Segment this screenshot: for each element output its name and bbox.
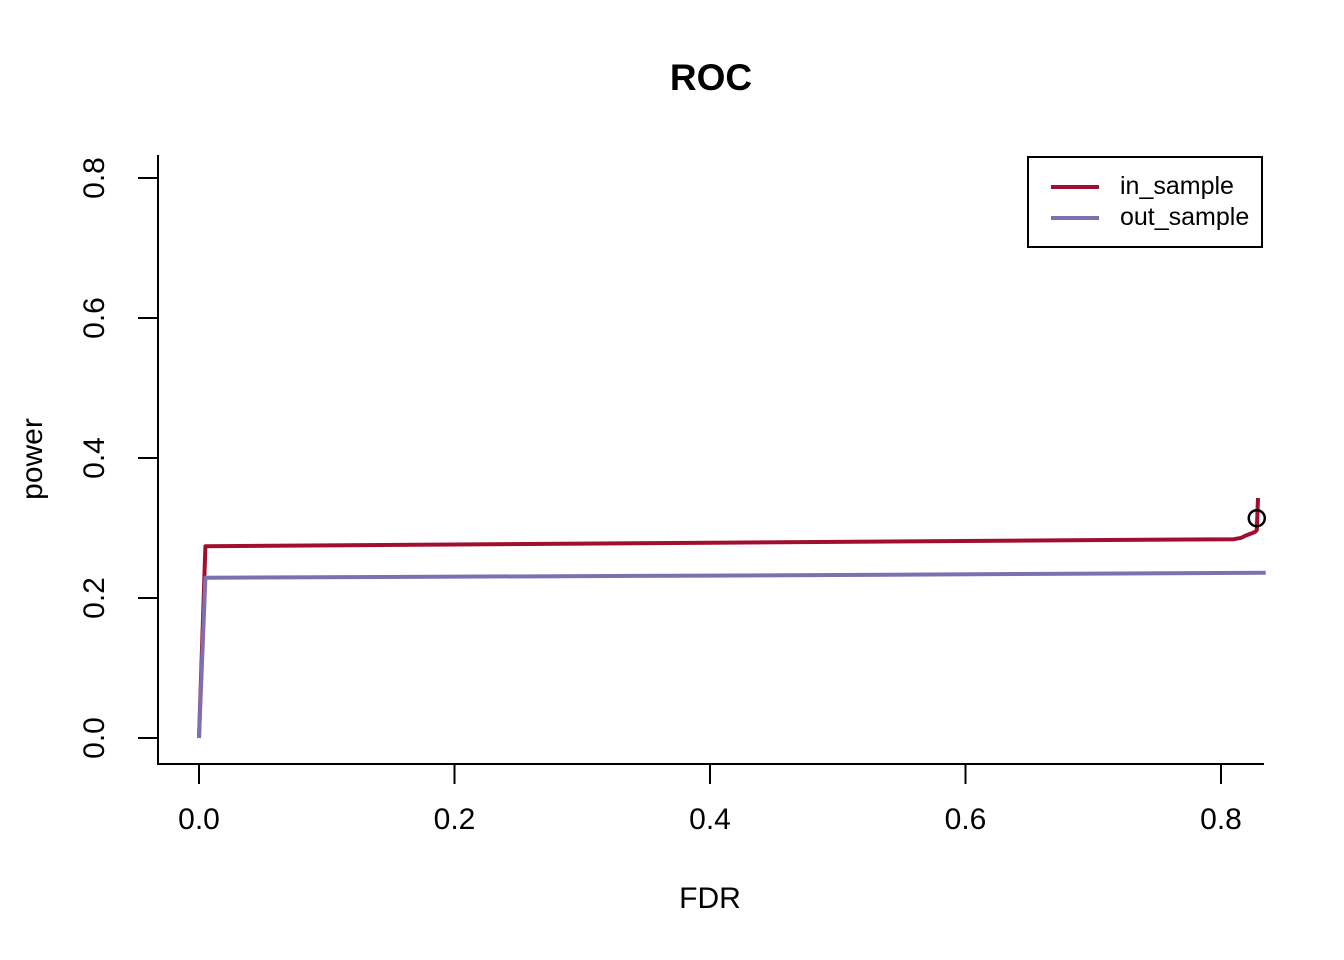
legend-label-in-sample: in_sample (1120, 172, 1234, 200)
x-tick-label: 0.4 (689, 803, 731, 836)
chart-title: ROC (669, 57, 753, 98)
out-sample-line-swatch (1051, 215, 1099, 220)
y-axis-label: power (16, 418, 49, 500)
in-sample-line-swatch (1051, 184, 1099, 189)
legend-item-out-sample: out_sample (1029, 202, 1261, 233)
y-tick-label: 0.4 (78, 437, 111, 479)
x-tick-label: 0.2 (434, 803, 476, 836)
x-tick-label: 0.6 (945, 803, 987, 836)
y-tick-label: 0.6 (78, 297, 111, 339)
end-point-marker (1247, 508, 1267, 528)
y-tick-label: 0.2 (78, 577, 111, 619)
legend-item-in-sample: in_sample (1029, 171, 1261, 202)
legend: in_sample out_sample (1027, 156, 1263, 248)
y-tick-label: 0.8 (78, 157, 111, 199)
x-tick-label: 0.8 (1200, 803, 1242, 836)
series-line-in_sample (197, 497, 1260, 739)
y-tick-label: 0.0 (78, 717, 111, 759)
series-line-out_sample (197, 570, 1266, 739)
x-axis-label: FDR (679, 882, 741, 915)
legend-label-out-sample: out_sample (1120, 203, 1250, 231)
x-tick-label: 0.0 (178, 803, 220, 836)
